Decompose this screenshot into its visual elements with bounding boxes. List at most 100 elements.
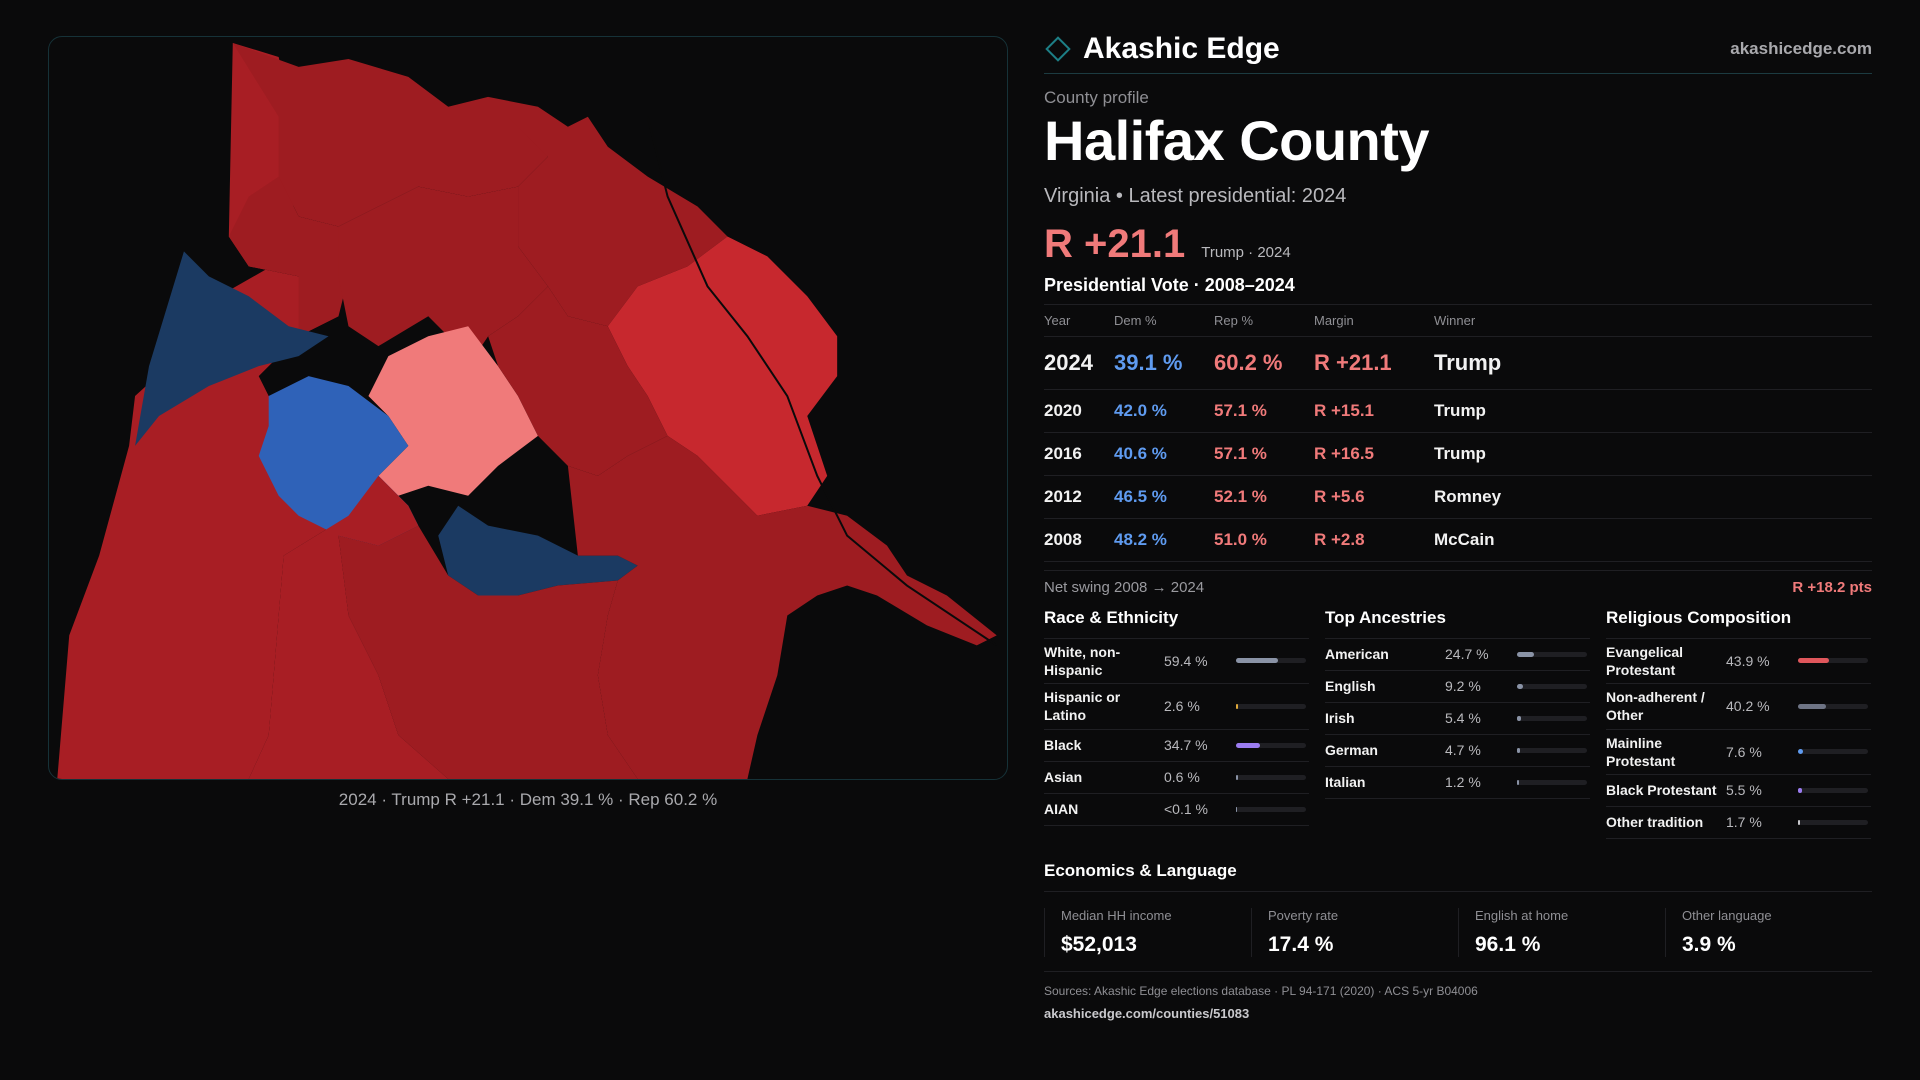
econ-card: English at home 96.1 %	[1458, 907, 1665, 957]
row-margin: R +15.1	[1314, 389, 1434, 433]
precinct-center-north[interactable]	[338, 186, 548, 367]
list-item: Mainline Protestant 7.6 %	[1606, 730, 1871, 775]
county-map	[48, 36, 1008, 780]
item-label: White, non-Hispanic	[1044, 643, 1121, 678]
row-dem: 40.6 %	[1114, 432, 1214, 476]
row-winner: McCain	[1434, 518, 1872, 562]
vote-section-title: Presidential Vote · 2008–2024	[1044, 274, 1295, 295]
share-bar	[1517, 683, 1587, 689]
list-item: Non-adherent / Other 40.2 %	[1606, 684, 1871, 730]
precinct-northwest[interactable]	[228, 176, 349, 337]
item-percent: 0.6 %	[1164, 769, 1200, 786]
econ-card: Poverty rate 17.4 %	[1251, 907, 1458, 957]
econ-value: 96.1 %	[1475, 932, 1541, 956]
vote-table: Year Dem % Rep % Margin Winner 2024 39.1…	[1044, 303, 1872, 562]
share-bar-fill	[1517, 747, 1521, 753]
share-bar-fill	[1236, 742, 1261, 748]
item-percent: 9.2 %	[1445, 678, 1481, 695]
row-winner: Trump	[1434, 336, 1872, 390]
item-label: Irish	[1325, 710, 1355, 727]
share-bar-fill	[1798, 658, 1829, 664]
row-rep: 51.0 %	[1214, 518, 1314, 562]
precinct-north-east[interactable]	[488, 96, 728, 327]
share-bar	[1236, 742, 1306, 748]
share-bar	[1517, 747, 1587, 753]
share-bar	[1236, 806, 1306, 812]
row-rep: 60.2 %	[1214, 336, 1314, 390]
item-label: Other tradition	[1606, 814, 1704, 831]
religion-title: Religious Composition	[1606, 608, 1871, 639]
list-item: Black 34.7 %	[1044, 730, 1309, 762]
site-link[interactable]: akashicedge.com	[1730, 38, 1872, 58]
row-year: 2016	[1044, 432, 1114, 476]
share-bar-fill	[1517, 779, 1520, 785]
item-label: Hispanic or Latino	[1044, 689, 1121, 724]
row-dem: 46.5 %	[1114, 475, 1214, 519]
precinct-southeast[interactable]	[567, 435, 997, 779]
item-label: Mainline Protestant	[1606, 734, 1676, 769]
item-percent: 1.2 %	[1445, 774, 1481, 791]
race-column: Race & Ethnicity White, non-Hispanic 59.4…	[1044, 608, 1309, 839]
share-bar-fill	[1236, 806, 1237, 812]
profile-subtitle: Virginia • Latest presidential: 2024	[1044, 184, 1347, 207]
precinct-north[interactable]	[232, 42, 548, 227]
county-profile-panel: Akashic Edge akashicedge.com County prof…	[1044, 30, 1872, 1021]
item-label: Non-adherent / Other	[1606, 689, 1705, 724]
item-percent: 5.5 %	[1726, 782, 1762, 799]
item-percent: 2.6 %	[1164, 698, 1200, 715]
economics-title: Economics & Language	[1044, 861, 1872, 892]
item-percent: 24.7 %	[1445, 646, 1489, 663]
econ-label: Median HH income	[1061, 907, 1172, 923]
source-link[interactable]: akashicedge.com/counties/51083	[1044, 1005, 1250, 1021]
table-row: 2024 39.1 % 60.2 % R +21.1 Trump	[1044, 336, 1872, 390]
item-label: German	[1325, 742, 1378, 759]
row-rep: 57.1 %	[1214, 389, 1314, 433]
item-label: Black	[1044, 736, 1082, 753]
econ-value: 3.9 %	[1682, 932, 1736, 956]
precinct-south-west[interactable]	[248, 475, 449, 779]
precinct-west-blue[interactable]	[135, 251, 329, 446]
econ-label: English at home	[1475, 907, 1569, 923]
row-year: 2020	[1044, 389, 1114, 433]
item-label: Black Protestant	[1606, 782, 1717, 799]
econ-card: Median HH income $52,013	[1044, 907, 1251, 957]
precinct-south-center[interactable]	[338, 525, 638, 779]
precinct-center-east[interactable]	[488, 286, 668, 476]
headline-margin: R +21.1	[1044, 221, 1186, 266]
share-bar	[1798, 703, 1868, 709]
precinct-east[interactable]	[607, 236, 838, 516]
list-item: English 9.2 %	[1325, 671, 1590, 703]
econ-value: $52,013	[1061, 932, 1137, 956]
share-bar-fill	[1798, 749, 1804, 755]
econ-value: 17.4 %	[1268, 932, 1334, 956]
table-row: 2016 40.6 % 57.1 % R +16.5 Trump	[1044, 432, 1872, 476]
row-winner: Romney	[1434, 475, 1872, 519]
share-bar	[1236, 703, 1306, 709]
item-label: Italian	[1325, 774, 1366, 791]
map-caption: 2024 · Trump R +21.1 · Dem 39.1 % · Rep …	[338, 790, 718, 809]
precinct-west-wedge[interactable]	[57, 42, 379, 779]
precinct-center-tilt[interactable]	[368, 326, 538, 496]
share-bar-fill	[1236, 774, 1239, 780]
share-bar	[1798, 658, 1868, 664]
headline-note: Trump · 2024	[1201, 243, 1291, 261]
vote-table-header: Year Dem % Rep % Margin Winner	[1044, 303, 1872, 337]
row-dem: 48.2 %	[1114, 518, 1214, 562]
brand[interactable]: Akashic Edge	[1044, 32, 1280, 66]
item-percent: 40.2 %	[1726, 698, 1770, 715]
share-bar-fill	[1798, 703, 1827, 709]
item-label: Asian	[1044, 768, 1083, 785]
share-bar-fill	[1236, 658, 1278, 664]
item-label: American	[1325, 646, 1389, 663]
col-winner: Winner	[1434, 303, 1872, 337]
share-bar	[1517, 651, 1587, 657]
econ-label: Other language	[1682, 907, 1772, 923]
race-title: Race & Ethnicity	[1044, 608, 1309, 639]
share-bar-fill	[1517, 715, 1521, 721]
demographics: Race & Ethnicity White, non-Hispanic 59.4…	[1044, 608, 1872, 839]
precinct-center-south-blue[interactable]	[438, 505, 638, 596]
list-item: Evangelical Protestant 43.9 %	[1606, 639, 1871, 685]
list-item: Hispanic or Latino 2.6 %	[1044, 684, 1309, 730]
headline-result: R +21.1 Trump · 2024	[1044, 222, 1872, 267]
list-item: Other tradition 1.7 %	[1606, 807, 1871, 839]
